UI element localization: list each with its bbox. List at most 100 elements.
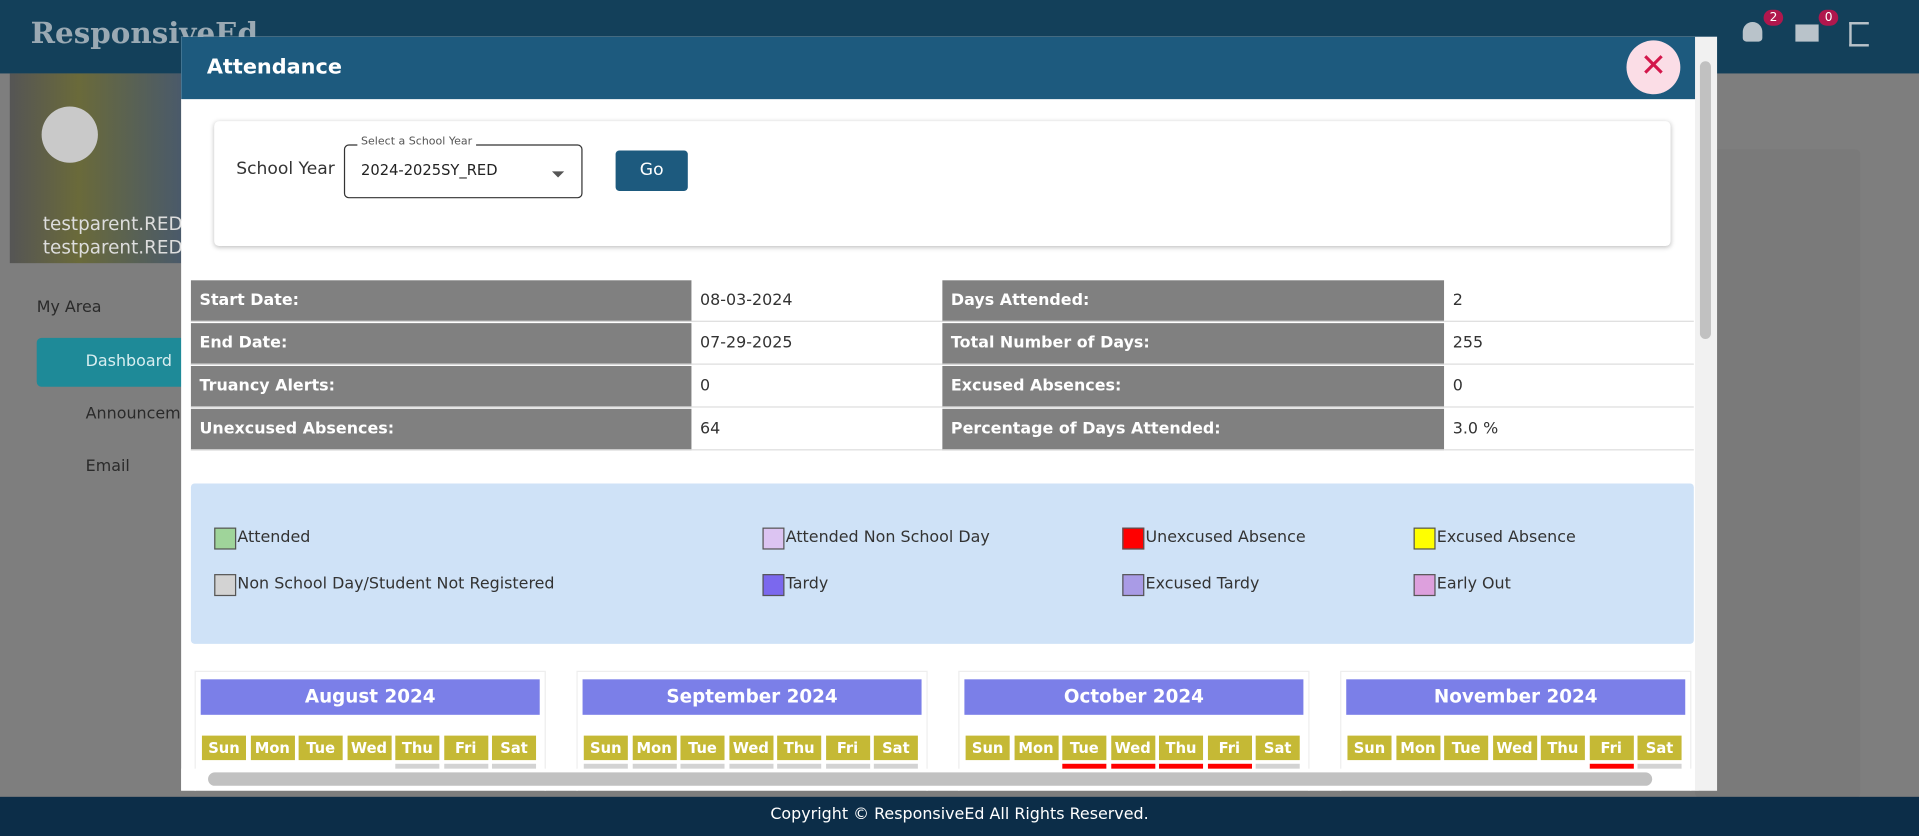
v-scroll-thumb[interactable] bbox=[1699, 61, 1711, 340]
weekday-header: Wed bbox=[1492, 735, 1537, 761]
select-value: 2024-2025SY_RED bbox=[361, 161, 498, 179]
weekday-header: Sun bbox=[965, 735, 1010, 761]
close-button[interactable]: ✕ bbox=[1626, 40, 1681, 95]
month-title: October 2024 bbox=[964, 679, 1304, 715]
table-value: 255 bbox=[1444, 323, 1694, 365]
day-cell bbox=[1255, 763, 1300, 772]
day-cell bbox=[777, 763, 822, 772]
weekday-header: Fri bbox=[1207, 735, 1252, 761]
day-cell bbox=[1637, 763, 1682, 772]
table-value: 64 bbox=[691, 408, 943, 451]
legend-swatch bbox=[1122, 574, 1145, 597]
month-calendar: November 2024 Sun Mon Tue Wed Thu Fri Sat bbox=[1340, 670, 1692, 791]
weekday-header: Sat bbox=[1637, 735, 1682, 761]
menu-item[interactable]: Dashboard bbox=[36, 337, 196, 387]
h-scroll-thumb[interactable] bbox=[208, 772, 1653, 786]
summary-table: Start Date: 08-03-2024 Days Attended: 2 End … bbox=[190, 280, 1694, 451]
weekday-header: Thu bbox=[777, 735, 822, 761]
table-label: Total Number of Days: bbox=[942, 323, 1445, 365]
month-calendar: October 2024 Sun Mon Tue Wed Thu Fri Sat bbox=[958, 670, 1310, 791]
day-cell bbox=[1158, 763, 1204, 772]
menu-item[interactable]: Announcements bbox=[85, 405, 216, 424]
weekday-header: Mon bbox=[632, 735, 677, 761]
weekday-header: Mon bbox=[1013, 735, 1059, 761]
legend-swatch bbox=[214, 574, 237, 597]
day-cell bbox=[825, 763, 870, 772]
menu-item[interactable]: Email bbox=[85, 457, 130, 477]
day-cell bbox=[728, 763, 773, 772]
day-cell bbox=[1207, 763, 1252, 772]
weekday-header: Sun bbox=[583, 735, 628, 761]
table-label: Start Date: bbox=[190, 280, 692, 322]
weekday-header: Tue bbox=[680, 735, 725, 761]
table-value: 07-29-2025 bbox=[691, 323, 943, 365]
legend-swatch bbox=[1122, 527, 1145, 550]
weekday-header: Wed bbox=[346, 735, 392, 761]
table-value: 08-03-2024 bbox=[691, 280, 943, 322]
legend-label: Tardy bbox=[785, 575, 829, 594]
legend-label: Attended Non School Day bbox=[785, 528, 990, 548]
mail-icon[interactable] bbox=[1795, 24, 1819, 42]
table-label: Days Attended: bbox=[942, 280, 1445, 322]
notification-count: 2 bbox=[1763, 9, 1784, 26]
day-cell bbox=[443, 763, 488, 772]
table-label: Unexcused Absences: bbox=[190, 408, 692, 451]
month-title: August 2024 bbox=[200, 679, 540, 715]
weekday-header: Fri bbox=[1589, 735, 1634, 761]
table-label: Percentage of Days Attended: bbox=[942, 408, 1445, 451]
section-title: My Area bbox=[36, 298, 102, 318]
legend-label: Unexcused Absence bbox=[1145, 528, 1306, 548]
weekday-header: Mon bbox=[1395, 735, 1440, 761]
message-count: 0 bbox=[1818, 9, 1839, 26]
weekday-header: Sun bbox=[201, 735, 246, 761]
weekday-header: Sat bbox=[1255, 735, 1300, 761]
table-value: 3.0 % bbox=[1444, 408, 1694, 451]
day-cell bbox=[873, 763, 918, 772]
weekday-header: Sun bbox=[1347, 735, 1392, 761]
day-cell bbox=[395, 763, 440, 772]
legend-swatch bbox=[762, 527, 785, 550]
month-title: September 2024 bbox=[582, 679, 922, 715]
legend-swatch bbox=[1413, 527, 1436, 550]
table-label: End Date: bbox=[190, 323, 692, 365]
day-cell bbox=[491, 763, 537, 772]
table-value: 0 bbox=[691, 365, 943, 408]
table-value: 2 bbox=[1444, 280, 1694, 322]
weekday-header: Wed bbox=[1110, 735, 1155, 761]
day-cell bbox=[1589, 763, 1634, 772]
user-name: testparent.RED09 bbox=[42, 236, 206, 259]
legend-swatch bbox=[762, 574, 785, 597]
weekday-header: Wed bbox=[728, 735, 773, 761]
weekday-header: Thu bbox=[1158, 735, 1204, 761]
background-card bbox=[1695, 149, 1861, 799]
table-value: 0 bbox=[1444, 365, 1694, 408]
weekday-header: Thu bbox=[1540, 735, 1585, 761]
month-calendar: September 2024 Sun Mon Tue Wed Thu Fri Sat bbox=[576, 670, 928, 791]
weekday-header: Sat bbox=[491, 735, 537, 761]
legend-label: Non School Day/Student Not Registered bbox=[237, 575, 555, 594]
modal-title: Attendance bbox=[181, 36, 1718, 100]
weekday-header: Thu bbox=[395, 735, 440, 761]
select-arrow bbox=[551, 171, 565, 183]
day-cell bbox=[1110, 763, 1155, 772]
legend-label: Excused Absence bbox=[1436, 528, 1576, 548]
legend-label: Excused Tardy bbox=[1145, 575, 1260, 594]
legend-swatch bbox=[1413, 574, 1436, 597]
logout-icon[interactable] bbox=[1849, 22, 1869, 47]
bell-icon[interactable] bbox=[1742, 22, 1763, 42]
month-title: November 2024 bbox=[1346, 679, 1686, 715]
attendance-modal: Attendance ✕ School Year Select a School… bbox=[181, 36, 1718, 791]
legend-label: Early Out bbox=[1436, 575, 1511, 594]
weekday-header: Sat bbox=[873, 735, 918, 761]
avatar bbox=[41, 106, 98, 163]
select-legend: Select a School Year bbox=[357, 135, 476, 149]
weekday-header: Mon bbox=[250, 735, 295, 761]
go-button[interactable]: Go bbox=[615, 150, 688, 191]
weekday-header: Fri bbox=[443, 735, 488, 761]
day-cell bbox=[632, 763, 677, 772]
weekday-header: Fri bbox=[825, 735, 870, 761]
profile-banner bbox=[9, 73, 182, 264]
school-year-label: School Year bbox=[236, 159, 335, 179]
